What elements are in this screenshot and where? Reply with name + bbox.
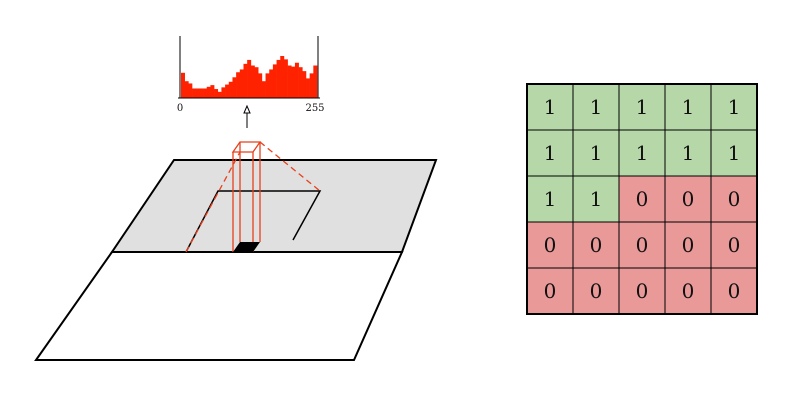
histogram-bar [221, 87, 226, 98]
grid-cell-value: 1 [590, 187, 603, 211]
grid-cell-value: 0 [728, 233, 741, 257]
grid-cell-value: 1 [590, 95, 603, 119]
grid-cell [572, 175, 620, 223]
histogram-bar [305, 78, 310, 98]
histogram-bar [269, 69, 274, 98]
up-arrow [243, 104, 251, 128]
histogram-bar [181, 72, 185, 98]
histogram-bar [272, 64, 277, 98]
grid-cell-value: 0 [636, 279, 649, 303]
histogram-max-label: 255 [305, 103, 324, 114]
grid-cell [710, 221, 758, 269]
histogram-bar [184, 81, 189, 98]
grid-cell-value: 0 [636, 187, 649, 211]
histogram-bar [298, 67, 303, 98]
histogram-bar [294, 62, 299, 98]
lower-plane [34, 251, 404, 361]
histogram-bar [283, 59, 288, 98]
grid-cell-value: 1 [728, 95, 741, 119]
grid-cell-value: 1 [682, 141, 695, 165]
grid-cell-value: 1 [682, 95, 695, 119]
grid-cell [664, 267, 712, 315]
histogram-bar [236, 72, 241, 98]
grid-cell-value: 0 [636, 233, 649, 257]
histogram-bar [243, 63, 248, 98]
grid-cell [618, 267, 666, 315]
pixel-base [233, 242, 260, 252]
histogram-bar [261, 81, 266, 98]
histogram-bar [214, 89, 219, 98]
grid-cell [664, 83, 712, 131]
histogram-bar [287, 65, 292, 98]
grid-cell [710, 129, 758, 177]
grid-border [526, 83, 758, 315]
grid-cell-value: 1 [636, 95, 649, 119]
grid-cell-value: 0 [682, 233, 695, 257]
grid-cell-value: 0 [728, 279, 741, 303]
histogram-bar [232, 77, 237, 98]
pixel-column [231, 141, 262, 252]
grid-cell-value: 0 [544, 233, 557, 257]
histogram-bar [291, 66, 296, 98]
grid-cell [572, 221, 620, 269]
histogram-min-label: 0 [177, 103, 183, 114]
grid-cell-value: 0 [544, 279, 557, 303]
grid-cell-value: 0 [682, 279, 695, 303]
histogram-bar [192, 88, 197, 98]
grid-cell-value: 1 [544, 95, 557, 119]
upper-plane [110, 159, 438, 253]
binary-grid: 1 1 1 1 1 1 1 1 1 1 1 1 0 0 0 0 0 0 0 0 0 0 0 0 0 [526, 83, 758, 315]
grid-cell [618, 129, 666, 177]
grid-cell [572, 267, 620, 315]
histogram-bar [239, 69, 244, 98]
grid-cell [664, 129, 712, 177]
histogram-bar [276, 59, 281, 98]
grid-cell [710, 267, 758, 315]
projection-lines [185, 141, 321, 253]
grid-cell-value: 1 [544, 187, 557, 211]
histogram-bar [225, 84, 230, 98]
grid-cell-value: 0 [590, 279, 603, 303]
grid-cell [526, 221, 574, 269]
histogram-bar [195, 88, 200, 98]
grid-cell-value: 1 [544, 141, 557, 165]
grid-cell-value: 1 [590, 141, 603, 165]
histogram-bar [313, 65, 318, 98]
grid-cell [618, 221, 666, 269]
histogram-bar [203, 88, 208, 98]
histogram-bar [258, 73, 263, 98]
grid-cell [572, 83, 620, 131]
histogram-bar [199, 88, 204, 98]
grid-cell-value: 0 [728, 187, 741, 211]
grid-cell-value: 0 [682, 187, 695, 211]
grid-cell-value: 1 [636, 141, 649, 165]
grid-cell [572, 129, 620, 177]
grid-cell-value: 0 [590, 233, 603, 257]
histogram-bar [206, 86, 211, 98]
histogram-bar [265, 73, 270, 98]
histogram-bar [217, 91, 222, 98]
histogram: 0 255 [177, 36, 325, 114]
histogram-bar [247, 59, 252, 98]
histogram-bar [254, 67, 259, 98]
grid-cell-value: 1 [728, 141, 741, 165]
histogram-bar [302, 71, 307, 98]
histogram-bar [309, 73, 314, 98]
histogram-bar [228, 81, 233, 98]
histogram-bars [181, 56, 318, 98]
histogram-bar [210, 85, 215, 98]
histogram-bar [188, 83, 193, 98]
histogram-bar [280, 56, 285, 98]
histogram-bar [250, 65, 255, 98]
